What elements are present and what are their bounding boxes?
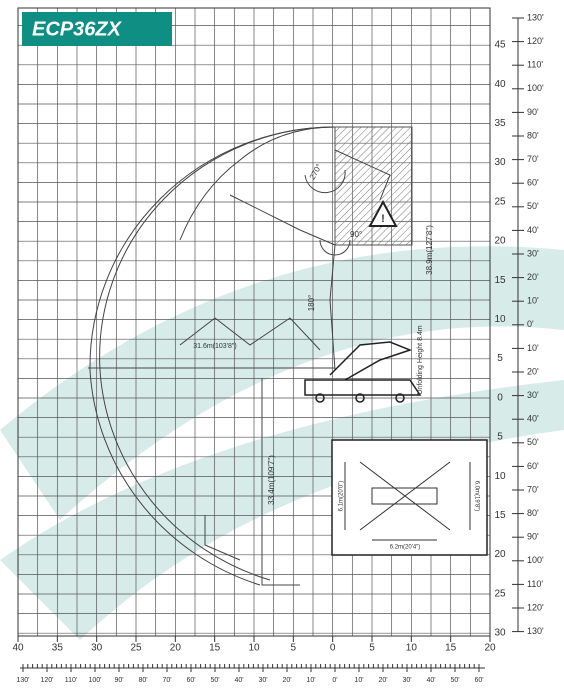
ft-label: 80' [527, 130, 539, 140]
ft-label: 20' [527, 366, 539, 376]
ft-label: 40' [527, 225, 539, 235]
outrigger-inset [331, 439, 488, 556]
depth-reach: 33.4m(109'7") [267, 455, 276, 505]
ft-label: 40' [527, 414, 539, 424]
angle-label: 270° [308, 162, 324, 181]
ft-label: 130' [527, 12, 544, 22]
warning-mark: ! [381, 213, 385, 225]
meter-label: 35 [494, 118, 506, 129]
boom-envelope [88, 126, 391, 586]
warning-icon [368, 199, 398, 227]
ft-label: 90' [527, 107, 539, 117]
meter-label: 10 [494, 471, 506, 482]
ft-label: 70' [162, 677, 171, 684]
ft-label: 90' [114, 677, 123, 684]
ft-label: 60' [527, 461, 539, 471]
meter-label: 5 [369, 643, 375, 654]
meter-label: 15 [494, 275, 506, 286]
meter-label: 30 [494, 628, 506, 639]
angle-label: 180° [307, 295, 316, 312]
outrigger-drawing [344, 461, 471, 541]
ft-label: 30' [402, 677, 411, 684]
ft-label: 100' [88, 677, 101, 684]
ft-label: 40' [234, 677, 243, 684]
ft-label: 70' [527, 154, 539, 164]
ft-label: 60' [186, 677, 195, 684]
meter-label: 30 [91, 643, 103, 654]
ft-label: 10' [527, 343, 539, 353]
ft-label: 30' [258, 677, 267, 684]
meter-label: 45 [494, 40, 506, 51]
ft-label: 10' [306, 677, 315, 684]
ft-label: 20' [527, 272, 539, 282]
meter-label: 20 [170, 643, 182, 654]
ft-label: 10' [354, 677, 363, 684]
meter-label: 5 [497, 432, 503, 443]
ft-label: 40' [426, 677, 435, 684]
truck [304, 341, 422, 403]
meter-label: 20 [494, 236, 506, 247]
ft-label: 70' [527, 484, 539, 494]
meter-label: 15 [445, 643, 457, 654]
meter-label: 40 [494, 79, 506, 90]
ft-label: 50' [450, 677, 459, 684]
ft-label: 120' [40, 677, 53, 684]
outrigger-span: 6.0m(19'8") [473, 481, 479, 512]
ft-label: 90' [527, 532, 539, 542]
title: ECP36ZX [32, 18, 123, 40]
meter-label: 40 [12, 643, 24, 654]
ft-label: 20' [378, 677, 387, 684]
hazard-zone [334, 126, 413, 246]
ft-label: 20' [282, 677, 291, 684]
ft-label: 130' [16, 677, 29, 684]
meter-label: 30 [494, 157, 506, 168]
vertical-reach: 38.9m(127'8") [425, 225, 434, 275]
meter-label: 0 [497, 392, 503, 403]
title-box [22, 12, 172, 46]
meter-label: 15 [209, 643, 221, 654]
grid [17, 8, 491, 636]
ft-label: 80' [527, 508, 539, 518]
ft-label: 110' [527, 579, 543, 589]
ft-label: 60' [474, 677, 483, 684]
angle-label: 90° [350, 230, 362, 239]
ft-label: 130' [527, 626, 544, 636]
ft-label: 30' [527, 248, 539, 258]
meter-label: 25 [494, 196, 506, 207]
ft-label: 100' [527, 555, 544, 565]
outrigger-span: 6.2m(20'4") [390, 545, 421, 551]
unfolding-height: Unfolding Height 8.4m [417, 325, 424, 394]
ft-label: 30' [527, 390, 539, 400]
meter-label: 10 [248, 643, 260, 654]
ft-label: 60' [527, 178, 539, 188]
outrigger-span: 6.1m(20'0") [339, 481, 345, 512]
meter-label: 5 [291, 643, 297, 654]
meter-label: 25 [494, 588, 506, 599]
meter-label: 20 [494, 549, 506, 560]
meter-label: 35 [52, 643, 64, 654]
horizontal-reach: 31.6m(103'8") [193, 343, 237, 350]
ft-label: 120' [527, 602, 544, 612]
meter-label: 25 [130, 643, 142, 654]
ft-label: 110' [65, 677, 78, 684]
ft-label: 50' [527, 437, 539, 447]
ft-label: 80' [138, 677, 147, 684]
meter-label: 10 [406, 643, 418, 654]
meter-label: 0 [330, 643, 336, 654]
ft-label: 0' [527, 319, 534, 329]
meter-label: 10 [494, 314, 506, 325]
ft-label: 50' [527, 201, 539, 211]
ft-label: 10' [527, 296, 539, 306]
meter-label: 5 [497, 353, 503, 364]
ft-label: 50' [210, 677, 219, 684]
meter-label: 20 [484, 643, 496, 654]
ft-label: 100' [527, 83, 544, 93]
meter-label: 15 [494, 510, 506, 521]
ft-label: 0' [332, 677, 337, 684]
ft-label: 120' [527, 36, 544, 46]
ft-label: 110' [527, 60, 543, 70]
